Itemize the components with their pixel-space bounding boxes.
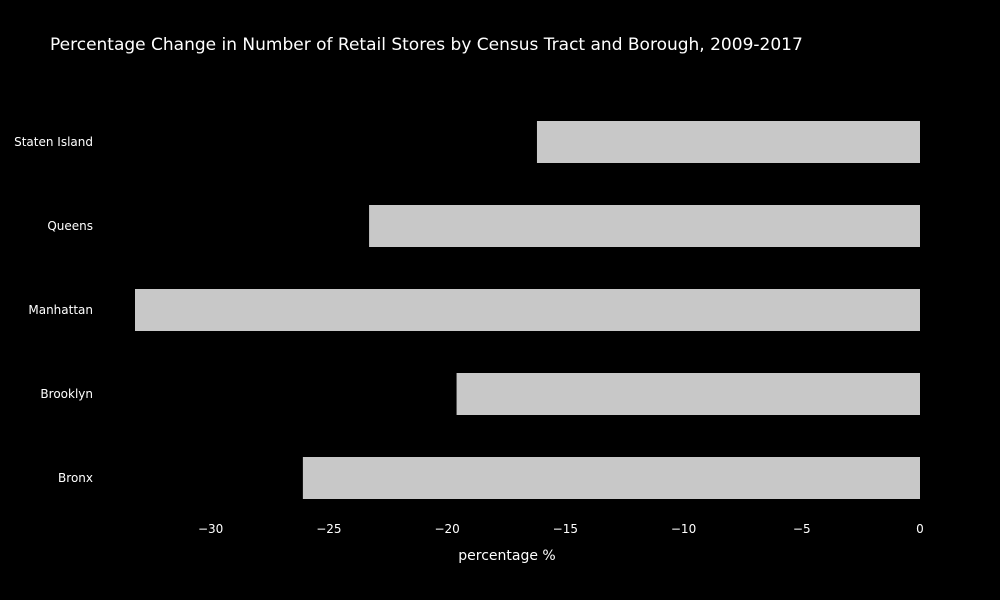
x-tick-label: −10 [671, 522, 696, 536]
bar-bronx [302, 457, 921, 499]
bar-brooklyn [456, 373, 920, 415]
bars-group [135, 121, 921, 499]
x-tick-label: −20 [434, 522, 459, 536]
x-tick-label: −15 [553, 522, 578, 536]
bar-staten-island [536, 121, 920, 163]
bar-manhattan [135, 289, 920, 331]
category-label-brooklyn: Brooklyn [40, 387, 93, 401]
x-tick-label: −30 [198, 522, 223, 536]
category-label-manhattan: Manhattan [28, 303, 93, 317]
x-tick-label: −5 [793, 522, 811, 536]
chart-title: Percentage Change in Number of Retail St… [50, 35, 803, 55]
x-axis-title: percentage % [458, 548, 555, 564]
category-label-queens: Queens [47, 219, 93, 233]
x-tick-label: −25 [316, 522, 341, 536]
bar-queens [369, 205, 921, 247]
category-label-staten-island: Staten Island [14, 135, 93, 149]
category-label-bronx: Bronx [58, 471, 93, 485]
x-axis-ticks: −30 −25 −20 −15 −10 −5 0 [198, 522, 924, 536]
x-tick-label: 0 [916, 522, 924, 536]
category-labels: Bronx Brooklyn Manhattan Queens Staten Islan… [14, 135, 93, 485]
